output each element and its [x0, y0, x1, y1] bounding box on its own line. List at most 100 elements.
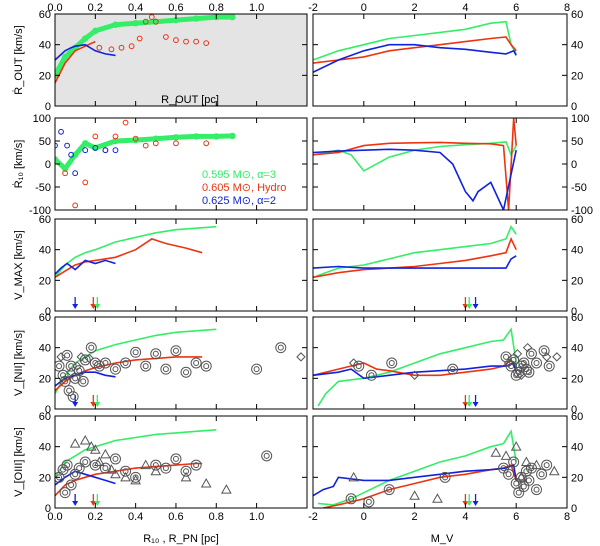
- marker-arrow-head: [94, 501, 101, 506]
- observed-point-triangle: [180, 471, 192, 482]
- observed-point-circle: [275, 342, 287, 354]
- observed-point-circle: [93, 360, 105, 372]
- series-red-open-point: [72, 202, 79, 209]
- observed-point-circle: [61, 459, 73, 471]
- observed-point-circle-inner: [277, 344, 284, 351]
- row-1-y-axis-label: Ṙ_OUT [km/s]: [12, 25, 25, 94]
- observed-point-circle: [365, 369, 377, 381]
- panel-frame: [54, 218, 308, 312]
- y-tick-label: -100: [571, 205, 593, 217]
- observed-point-diamond: [66, 367, 76, 377]
- series-red-open-point: [136, 35, 143, 42]
- bottom-x-tick-label: 6: [513, 511, 519, 523]
- series-red-line-line: [55, 40, 96, 84]
- y-tick-label: 0: [571, 101, 577, 113]
- series-green-line-line: [313, 20, 517, 61]
- observed-point-circle-inner: [368, 372, 375, 379]
- y-tick-label: 40: [571, 245, 583, 257]
- bottom-x-tick-label: -2: [308, 511, 318, 523]
- observed-point-triangle: [432, 493, 443, 503]
- observed-point-circle-inner: [533, 360, 540, 366]
- y-tick-label: 0: [571, 503, 577, 515]
- panel-frame: [312, 218, 568, 312]
- observed-point-circle-inner: [533, 486, 540, 493]
- shaded-background: [55, 14, 307, 106]
- observed-point-circle-inner: [505, 471, 512, 478]
- observed-point-circle-inner: [508, 363, 515, 370]
- observed-point-circle: [65, 360, 77, 372]
- marker-arrow-head: [466, 304, 473, 309]
- observed-point-circle: [180, 366, 192, 378]
- marker-arrow-head: [466, 402, 473, 407]
- observed-point-circle-inner: [122, 360, 129, 366]
- observed-point-diamond: [503, 358, 514, 368]
- bottom-x-tick-label: 2: [412, 511, 418, 523]
- y-tick-label: 60: [571, 214, 583, 226]
- top-x-tick-label: -2: [308, 2, 318, 14]
- observed-point-triangle: [500, 450, 512, 460]
- observed-point-circle: [363, 496, 375, 508]
- observed-point-circle: [160, 462, 172, 474]
- observed-point-circle: [543, 360, 555, 372]
- observed-point-circle: [353, 360, 365, 372]
- series-blue-line-line: [313, 43, 517, 74]
- series-red-open-point: [193, 38, 200, 45]
- y-tick-label: 100: [571, 113, 589, 125]
- observed-point-circle: [190, 459, 202, 471]
- observed-point-circle-inner: [541, 347, 548, 354]
- series-red-open-point: [82, 179, 89, 186]
- y-tick-label: 60: [571, 9, 583, 21]
- y-tick-label: 0: [571, 306, 577, 318]
- panel-2-right: -100 -50 0 50 100: [312, 113, 593, 217]
- y-tick-label: 0: [45, 404, 51, 416]
- marker-arrow-head: [94, 304, 101, 309]
- observed-point-circle: [109, 453, 121, 465]
- marker-arrow-head: [472, 402, 479, 407]
- observed-point-circle-inner: [500, 465, 507, 472]
- series-red-open-point: [203, 40, 210, 47]
- panel-frame: [54, 13, 308, 107]
- marker-arrow-head: [72, 304, 79, 309]
- y-tick-label: 40: [571, 343, 583, 355]
- series-group: [55, 119, 236, 209]
- series-blue-open-point: [72, 170, 79, 177]
- bottom-x-tick-label: 0.0: [47, 511, 62, 523]
- observed-point-triangle: [515, 471, 527, 482]
- right-x-axis-label: M_V: [431, 533, 454, 545]
- series-red-open-point: [118, 44, 125, 51]
- observed-point-circle-inner: [525, 477, 532, 484]
- series-group: [313, 225, 517, 279]
- observed-point-circle: [503, 468, 515, 480]
- panel-frame: [312, 415, 568, 509]
- panel-frame: [54, 415, 308, 509]
- observed-point-diamond: [516, 370, 526, 380]
- observed-point-circle: [439, 471, 451, 483]
- series-red-open-point: [142, 18, 149, 25]
- y-tick-label: 40: [39, 245, 51, 257]
- panel-frame: [312, 13, 568, 107]
- observed-point-triangle: [348, 471, 359, 482]
- observed-point-diamond: [348, 358, 359, 368]
- observed-point-circle: [130, 346, 142, 358]
- left-x-axis-label: R₁₀ , R_PN [pc]: [143, 533, 219, 545]
- series-red-open-point: [128, 43, 135, 50]
- observed-point-diamond: [84, 353, 94, 364]
- series-blue-line-line: [55, 43, 116, 61]
- row-5-y-axis-label: V_[OIII] [km/s]: [13, 427, 25, 497]
- observed-point-circle: [541, 459, 553, 471]
- panel-frame: [312, 117, 568, 211]
- observed-point-circle-inner: [88, 344, 95, 351]
- series-blue-open-point: [58, 128, 64, 135]
- y-tick-label: 20: [571, 373, 583, 385]
- observed-point-circle: [120, 357, 132, 369]
- observed-point-diamond: [72, 361, 82, 371]
- observed-point-circle: [59, 487, 71, 499]
- observed-point-circle-inner: [62, 489, 69, 496]
- observed-point-circle-inner: [162, 465, 169, 472]
- bottom-x-tick-label: 1.0: [249, 511, 264, 523]
- series-blue-line-line: [313, 255, 517, 269]
- observed-point-triangle: [150, 465, 162, 476]
- observed-point-circle: [65, 479, 77, 491]
- series-red-open-point: [152, 140, 159, 147]
